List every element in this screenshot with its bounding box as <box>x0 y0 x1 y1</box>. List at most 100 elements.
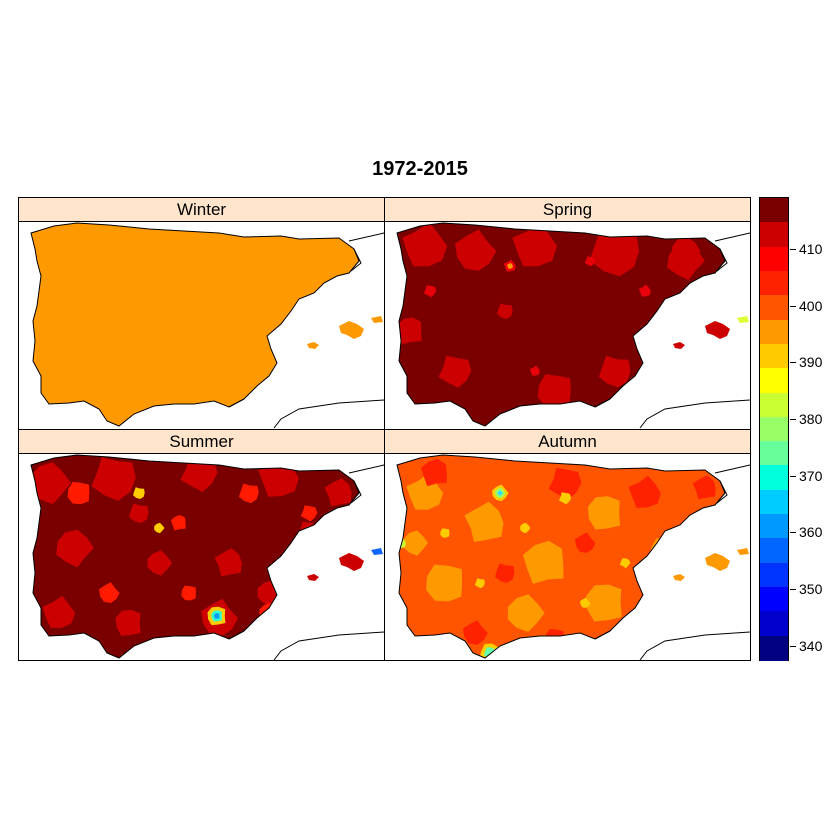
map-region <box>506 262 513 269</box>
legend-swatch <box>760 368 788 394</box>
legend-swatch <box>760 562 788 588</box>
coastline <box>350 480 362 504</box>
map-region <box>587 496 621 530</box>
legend-swatch <box>760 465 788 491</box>
panel-spring: Spring <box>384 197 751 430</box>
coastline <box>273 399 384 429</box>
legend-tick <box>790 249 796 251</box>
map-region <box>548 467 582 500</box>
chart-title: 1972-2015 <box>372 158 468 180</box>
map-region <box>214 613 220 619</box>
coastline <box>716 480 728 504</box>
legend-swatch <box>760 441 788 467</box>
panel-strip-winter: Winter <box>19 198 384 222</box>
panel-strip-spring: Spring <box>385 198 750 222</box>
map-region <box>589 227 640 277</box>
map-region <box>671 236 701 266</box>
map-region <box>598 355 631 388</box>
panel-strip-autumn: Autumn <box>385 430 750 454</box>
map-region <box>56 529 94 568</box>
legend-swatch <box>760 222 788 248</box>
map-region <box>403 530 429 556</box>
map-region <box>438 355 472 388</box>
map-spring <box>396 222 750 429</box>
map-region <box>402 223 448 267</box>
coastline <box>396 454 726 659</box>
map-region <box>171 515 186 531</box>
coastline <box>228 630 245 640</box>
map-region <box>638 284 651 297</box>
map-region <box>420 458 447 487</box>
balearic-island <box>307 342 319 349</box>
map-region <box>397 317 422 345</box>
coastline <box>639 399 750 429</box>
legend-tick-label: 400 <box>799 297 823 314</box>
map-region <box>580 597 591 608</box>
peninsula-fill <box>31 455 359 658</box>
map-texture <box>397 458 716 658</box>
map-region <box>147 550 173 576</box>
map-region <box>181 585 196 601</box>
coastline <box>716 248 728 272</box>
map-region <box>537 374 571 408</box>
map-region <box>497 490 503 496</box>
legend-swatch <box>760 295 788 321</box>
map-region <box>423 285 437 298</box>
legend-swatch <box>760 514 788 539</box>
legend-swatch <box>760 635 788 661</box>
legend-swatch <box>760 611 788 637</box>
coastline <box>228 398 245 408</box>
map-region <box>520 522 531 534</box>
legend-swatch <box>760 538 788 564</box>
coastline <box>273 631 384 660</box>
legend-swatch <box>760 587 788 612</box>
color-legend <box>759 197 789 661</box>
map-region <box>545 628 564 648</box>
legend-tick-label: 410 <box>799 241 823 258</box>
balearic-island <box>737 316 749 323</box>
legend-tick-label: 380 <box>799 411 823 428</box>
map-region <box>474 578 485 589</box>
map-region <box>426 564 463 602</box>
balearic-island <box>339 321 364 339</box>
map-region <box>238 483 259 504</box>
legend-swatch <box>760 416 788 442</box>
legend-swatch <box>760 343 788 369</box>
legend-tick <box>790 419 796 421</box>
legend-tick <box>790 589 796 591</box>
map-region <box>324 478 352 507</box>
map-region <box>67 482 90 505</box>
map-region <box>133 487 145 499</box>
map-region <box>284 568 294 578</box>
map-region <box>558 492 572 505</box>
map-region <box>154 522 165 534</box>
coastline <box>639 631 750 660</box>
map-region <box>574 532 596 553</box>
map-region <box>619 558 631 569</box>
legend-tick <box>790 362 796 364</box>
map-region <box>692 475 716 500</box>
coastline <box>714 464 750 474</box>
map-region <box>507 594 545 632</box>
coastline <box>348 464 384 474</box>
map-region <box>495 563 515 583</box>
legend-tick-label: 340 <box>799 637 823 654</box>
map-region <box>522 540 564 584</box>
peninsula-fill <box>397 223 725 426</box>
map-region <box>463 620 488 645</box>
legend-tick-label: 370 <box>799 467 823 484</box>
legend-tick <box>790 532 796 534</box>
coastline <box>594 630 611 640</box>
map-region <box>586 584 622 622</box>
panel-winter: Winter <box>18 197 385 430</box>
balearic-island <box>673 342 685 349</box>
map-region <box>584 256 595 267</box>
map-region <box>455 229 497 271</box>
map-winter <box>30 222 384 429</box>
legend-swatch <box>760 270 788 296</box>
coastline <box>396 222 726 427</box>
balearic-island <box>371 548 383 555</box>
legend-tick <box>790 305 796 307</box>
map-autumn <box>396 454 750 660</box>
panel-strip-summer: Summer <box>19 430 384 454</box>
